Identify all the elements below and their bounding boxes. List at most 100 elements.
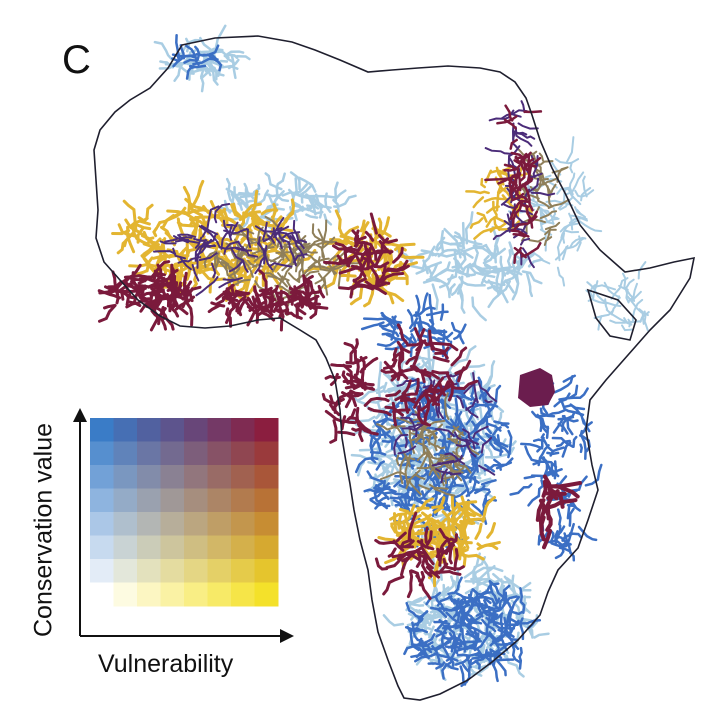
river-segment [303, 297, 329, 310]
river-segment [412, 497, 434, 516]
river-segment [417, 553, 431, 570]
river-segment [393, 433, 409, 456]
river-segment [282, 238, 297, 267]
river-segment [463, 383, 475, 395]
river-segment [214, 24, 227, 52]
river-segment [412, 618, 424, 627]
river-segment [359, 219, 366, 233]
river-segment [232, 202, 244, 220]
river-segment [460, 495, 482, 518]
river-segment [458, 287, 466, 314]
river-segment [521, 247, 535, 269]
legend-cell [207, 465, 232, 489]
river-segment [381, 439, 395, 444]
map-layer-purple [153, 100, 556, 484]
river-segment [382, 614, 405, 627]
river-segment [455, 395, 473, 401]
river-segment [525, 205, 534, 229]
legend-cell [184, 512, 208, 536]
river-segment [568, 212, 574, 231]
river-segment [397, 445, 417, 455]
river-segment [194, 236, 203, 249]
river-segment [294, 239, 307, 243]
river-segment [433, 487, 456, 497]
river-segment [420, 640, 431, 650]
lake-victoria [518, 368, 555, 407]
river-segment [450, 321, 465, 345]
river-segment [453, 548, 459, 572]
river-segment [383, 491, 410, 497]
river-segment [461, 262, 472, 273]
river-segment [117, 223, 137, 238]
river-segment [429, 483, 449, 490]
river-segment [425, 310, 449, 317]
river-segment [214, 256, 231, 272]
river-segment [467, 444, 480, 456]
river-segment [444, 392, 450, 420]
river-segment [367, 407, 392, 417]
river-segment [496, 273, 518, 295]
legend-cell [160, 535, 185, 560]
river-segment [390, 367, 417, 382]
river-segment [483, 197, 511, 203]
river-segment [199, 69, 205, 93]
legend-y-label: Conservation value [29, 422, 58, 638]
river-segment [349, 286, 364, 306]
river-segment [223, 50, 245, 58]
river-segment [271, 258, 283, 273]
legend-cell [137, 418, 161, 442]
river-segment [560, 222, 579, 239]
river-segment [170, 285, 179, 306]
river-segment [423, 391, 431, 425]
legend-cell [160, 418, 185, 442]
river-segment [267, 234, 276, 244]
river-segment [562, 187, 582, 206]
river-segment [513, 246, 523, 265]
river-segment [131, 279, 146, 291]
panel-label: C [62, 38, 91, 82]
river-segment [425, 591, 442, 606]
legend-cell [254, 582, 279, 607]
river-segment [328, 262, 363, 272]
legend-cell [231, 512, 255, 536]
river-segment [450, 597, 466, 605]
river-segment [354, 418, 379, 436]
river-segment [133, 269, 149, 277]
river-segment [371, 427, 382, 449]
legend-cell [90, 465, 114, 489]
river-segment [472, 566, 504, 583]
river-segment [155, 294, 168, 301]
legend-cell [231, 535, 255, 560]
river-segment [186, 67, 210, 74]
river-segment [484, 244, 506, 257]
river-segment [444, 663, 459, 671]
river-segment [478, 390, 488, 400]
river-segment [333, 194, 357, 209]
river-segment [433, 496, 446, 514]
river-segment [412, 294, 421, 317]
river-segment [577, 525, 598, 542]
river-segment [370, 266, 379, 286]
river-segment [468, 591, 494, 601]
river-segment [172, 247, 186, 260]
river-segment [604, 298, 609, 311]
river-segment [366, 470, 386, 484]
river-segment [448, 544, 454, 565]
river-segment [465, 397, 477, 411]
river-segment [404, 456, 409, 487]
river-segment [428, 456, 441, 474]
river-segment [405, 469, 421, 490]
river-segment [416, 446, 426, 462]
river-segment [518, 646, 523, 670]
river-segment [537, 479, 545, 498]
river-segment [512, 215, 538, 232]
river-segment [406, 625, 420, 652]
river-segment [525, 272, 534, 298]
river-segment [231, 233, 257, 241]
river-segment [560, 400, 585, 417]
river-segment [454, 412, 467, 432]
legend-cell [184, 582, 208, 607]
river-segment [471, 416, 480, 443]
river-segment [492, 200, 498, 216]
river-segment [493, 420, 510, 425]
